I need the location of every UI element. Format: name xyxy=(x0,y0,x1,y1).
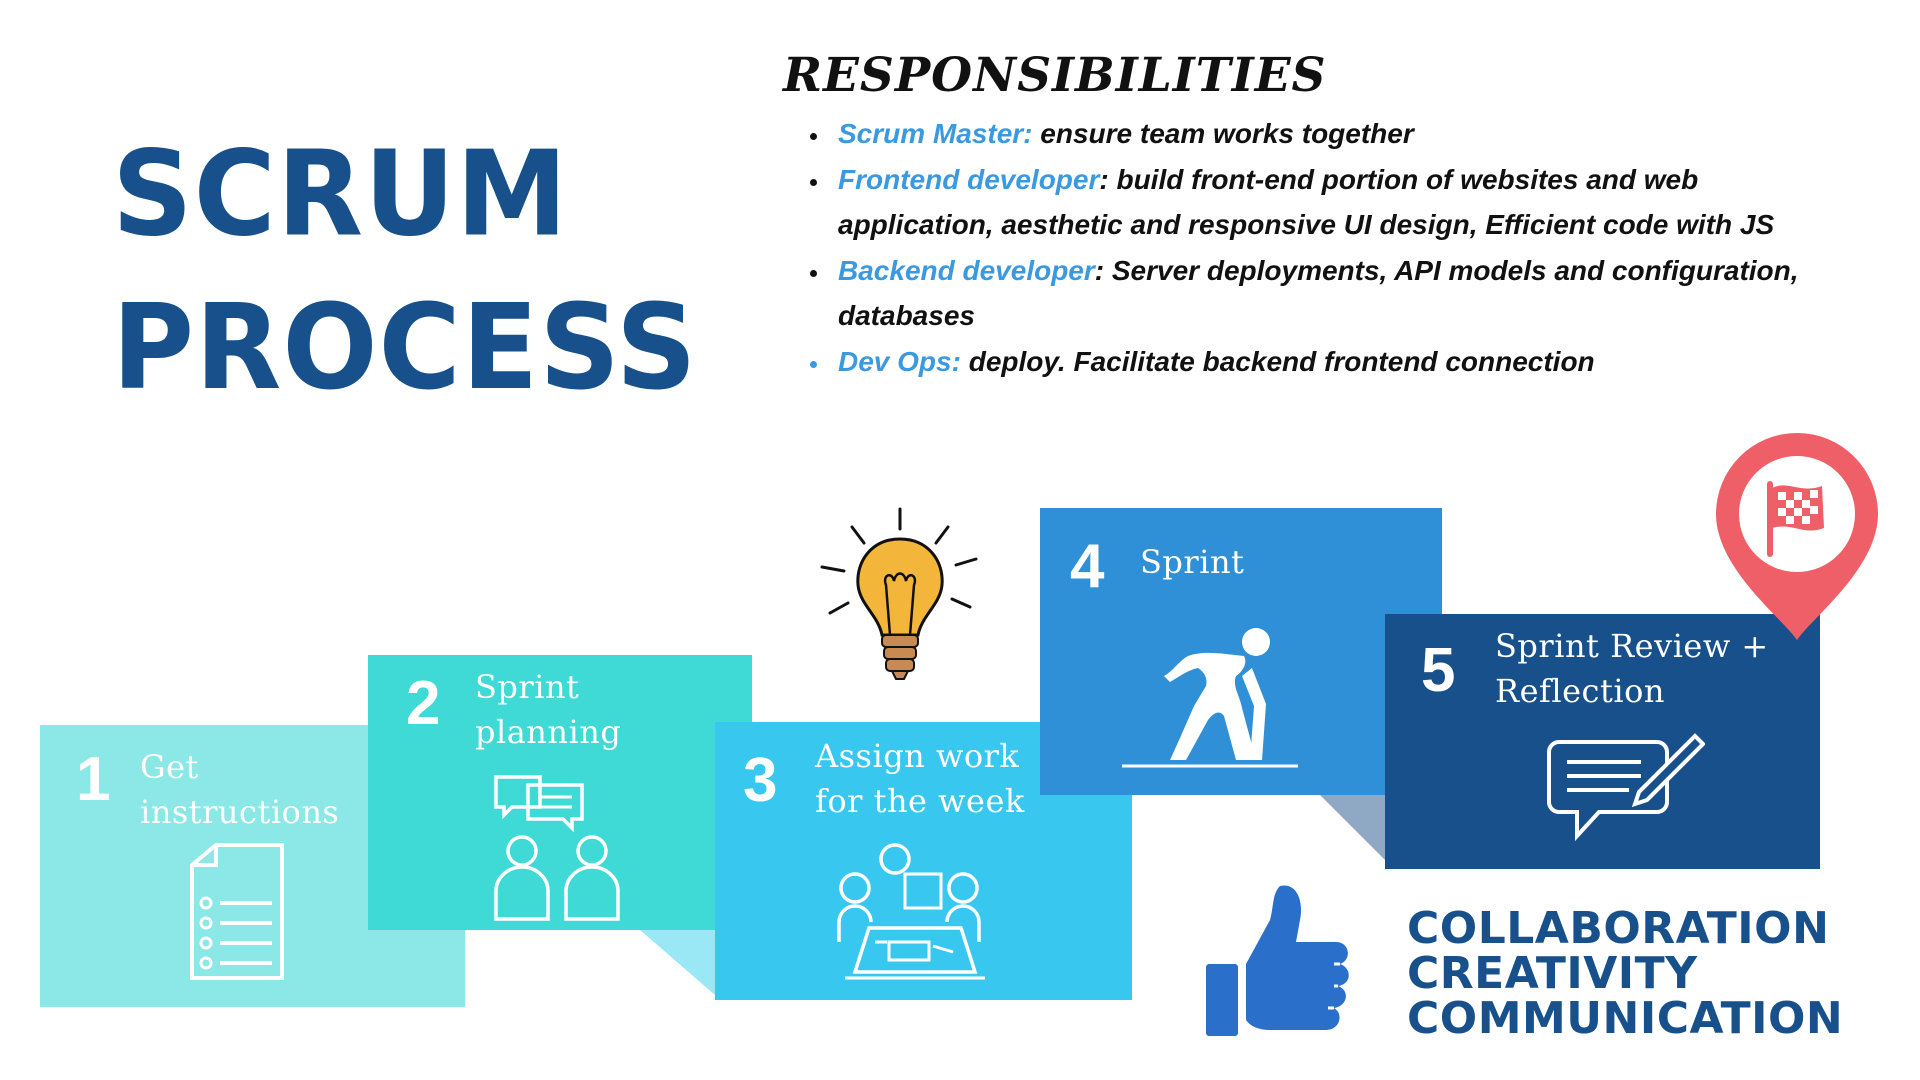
people-chat-icon xyxy=(494,775,620,921)
value-communication: COMMUNICATION xyxy=(1407,993,1844,1044)
step-label-line: Get xyxy=(140,748,199,786)
role-description: : Server deployments, API models and con… xyxy=(838,254,1799,332)
fold-shadow xyxy=(640,930,715,995)
responsibilities-heading: RESPONSIBILITIES xyxy=(783,48,1327,103)
step-number: 3 xyxy=(743,746,778,815)
step-label-line: Sprint Review + xyxy=(1495,627,1769,665)
step-label: Sprint planning xyxy=(475,665,621,755)
role-name: Scrum Master: xyxy=(838,118,1033,149)
sprinter-icon xyxy=(1122,628,1298,768)
responsibility-item: Frontend developer: build front-end port… xyxy=(830,157,1830,248)
responsibility-item: Scrum Master: ensure team works together xyxy=(830,111,1830,157)
lightbulb-icon xyxy=(820,507,978,680)
step-label: Get instructions xyxy=(140,745,339,835)
responsibility-item: Dev Ops: deploy. Facilitate backend fron… xyxy=(830,339,1830,385)
role-name: Frontend developer xyxy=(838,163,1100,195)
step-4-card: 4 Sprint xyxy=(1040,508,1442,795)
fold-shadow xyxy=(1320,795,1385,860)
team-meeting-icon xyxy=(837,843,985,980)
step-label-line: Assign work xyxy=(815,737,1020,775)
step-label-line: for the week xyxy=(815,782,1025,820)
thumbs-up-icon xyxy=(1206,885,1349,1036)
responsibilities-list: Scrum Master: ensure team works together… xyxy=(810,111,1830,384)
location-flag-icon xyxy=(1716,433,1878,640)
step-number: 2 xyxy=(406,669,441,738)
value-collaboration: COLLABORATION xyxy=(1407,903,1830,954)
step-number: 5 xyxy=(1421,636,1456,705)
step-label-line: Reflection xyxy=(1495,672,1665,710)
step-5-card: 5 Sprint Review + Reflection xyxy=(1385,614,1820,869)
message-pencil-icon xyxy=(1547,733,1705,842)
team-values: COLLABORATION CREATIVITY COMMUNICATION xyxy=(1407,906,1843,1041)
value-creativity: CREATIVITY xyxy=(1407,948,1698,999)
title-line-1: SCRUM xyxy=(112,126,569,263)
role-description: : build front-end portion of websites an… xyxy=(838,163,1775,241)
page-title: SCRUM PROCESS xyxy=(112,118,698,425)
step-label-line: planning xyxy=(475,713,622,751)
role-name: Dev Ops: xyxy=(838,345,961,377)
role-description: deploy. Facilitate backend frontend conn… xyxy=(960,345,1595,377)
step-number: 1 xyxy=(76,745,111,814)
role-description: ensure team works together xyxy=(1032,118,1414,149)
step-2-card: 2 Sprint planning xyxy=(368,655,752,930)
step-label: Sprint Review + Reflection xyxy=(1495,624,1769,714)
document-list-icon xyxy=(190,843,284,980)
step-label-line: Sprint xyxy=(1140,543,1245,581)
step-number: 4 xyxy=(1070,532,1105,601)
step-label-line: instructions xyxy=(140,793,340,831)
step-label: Assign work for the week xyxy=(815,734,1025,824)
responsibility-item: Backend developer: Server deployments, A… xyxy=(830,248,1830,339)
step-label: Sprint xyxy=(1140,540,1244,585)
step-label-line: Sprint xyxy=(475,668,580,706)
title-line-2: PROCESS xyxy=(112,279,698,417)
role-name: Backend developer xyxy=(838,254,1095,286)
